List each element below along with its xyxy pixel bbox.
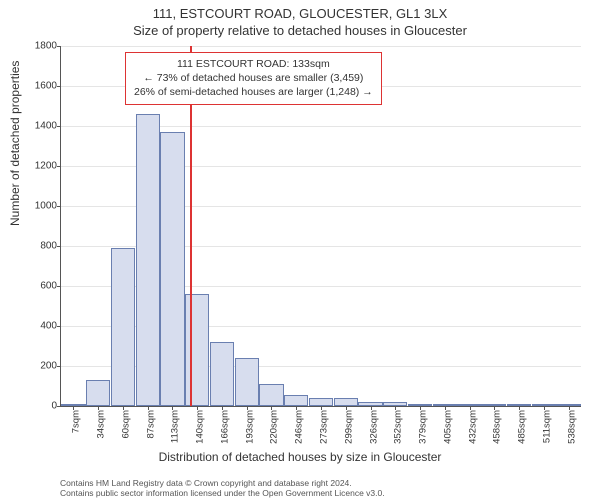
annotation-line1: 111 ESTCOURT ROAD: 133sqm	[134, 57, 373, 71]
xtick-label: 273sqm	[319, 410, 330, 444]
bar	[86, 380, 110, 406]
ytick-mark	[57, 166, 61, 167]
xtick-label: 511sqm	[541, 410, 552, 443]
ytick-label: 1800	[7, 41, 57, 52]
ytick-label: 800	[7, 241, 57, 252]
xtick-label: 299sqm	[343, 410, 354, 444]
bar	[111, 248, 135, 406]
chart-container: 111, ESTCOURT ROAD, GLOUCESTER, GL1 3LX …	[0, 0, 600, 500]
x-axis-label: Distribution of detached houses by size …	[0, 450, 600, 464]
subtitle: Size of property relative to detached ho…	[0, 21, 600, 42]
ytick-label: 200	[7, 361, 57, 372]
xtick-label: 87sqm	[145, 410, 156, 439]
ytick-label: 1400	[7, 121, 57, 132]
xtick-label: 458sqm	[492, 410, 503, 444]
xtick-label: 60sqm	[120, 410, 131, 439]
bar	[284, 395, 308, 406]
ytick-mark	[57, 46, 61, 47]
plot-area: 0200400600800100012001400160018007sqm34s…	[60, 46, 580, 406]
bar	[235, 358, 259, 406]
xtick-label: 485sqm	[517, 410, 528, 444]
xtick-label: 352sqm	[393, 410, 404, 444]
xtick-label: 193sqm	[244, 410, 255, 444]
bar	[185, 294, 209, 406]
bar	[160, 132, 184, 406]
gridline	[61, 46, 581, 47]
ytick-label: 600	[7, 281, 57, 292]
xtick-label: 432sqm	[467, 410, 478, 444]
xtick-label: 405sqm	[442, 410, 453, 444]
annotation-line3: 26% of semi-detached houses are larger (…	[134, 85, 373, 99]
ytick-mark	[57, 206, 61, 207]
xtick-label: 246sqm	[294, 410, 305, 444]
ytick-mark	[57, 406, 61, 407]
footer-line1: Contains HM Land Registry data © Crown c…	[60, 478, 580, 488]
bar	[210, 342, 234, 406]
xtick-label: 326sqm	[368, 410, 379, 444]
xtick-label: 113sqm	[170, 410, 181, 443]
footer: Contains HM Land Registry data © Crown c…	[60, 478, 580, 498]
ytick-mark	[57, 126, 61, 127]
xtick-label: 7sqm	[71, 410, 82, 433]
ytick-mark	[57, 86, 61, 87]
xtick-label: 220sqm	[269, 410, 280, 444]
bar	[334, 398, 358, 406]
ytick-label: 0	[7, 401, 57, 412]
ytick-mark	[57, 326, 61, 327]
xtick-label: 379sqm	[418, 410, 429, 444]
bar	[259, 384, 283, 406]
ytick-label: 400	[7, 321, 57, 332]
annotation-box: 111 ESTCOURT ROAD: 133sqm← 73% of detach…	[125, 52, 382, 105]
bar	[309, 398, 333, 406]
bar	[136, 114, 160, 406]
xtick-label: 34sqm	[96, 410, 107, 439]
ytick-mark	[57, 366, 61, 367]
address-title: 111, ESTCOURT ROAD, GLOUCESTER, GL1 3LX	[0, 0, 600, 21]
xtick-label: 140sqm	[195, 410, 206, 444]
ytick-label: 1600	[7, 81, 57, 92]
ytick-mark	[57, 246, 61, 247]
xtick-label: 166sqm	[219, 410, 230, 444]
ytick-label: 1200	[7, 161, 57, 172]
ytick-mark	[57, 286, 61, 287]
xtick-label: 538sqm	[566, 410, 577, 444]
ytick-label: 1000	[7, 201, 57, 212]
footer-line2: Contains public sector information licen…	[60, 488, 580, 498]
annotation-line2: ← 73% of detached houses are smaller (3,…	[134, 71, 373, 85]
chart-inner: 0200400600800100012001400160018007sqm34s…	[60, 46, 581, 407]
